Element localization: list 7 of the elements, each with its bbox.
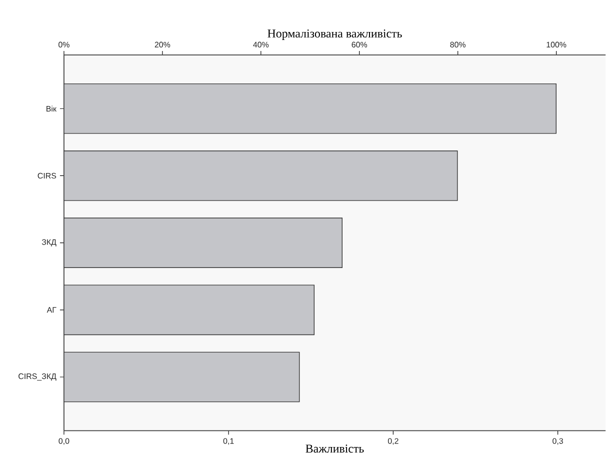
x2-axis-title: Нормалізована важливість <box>268 30 402 40</box>
bar <box>64 150 458 202</box>
bar <box>64 352 300 402</box>
bar <box>64 84 557 134</box>
bar <box>64 218 343 268</box>
bar <box>64 284 315 336</box>
x-axis-title: Важливість <box>306 444 364 453</box>
